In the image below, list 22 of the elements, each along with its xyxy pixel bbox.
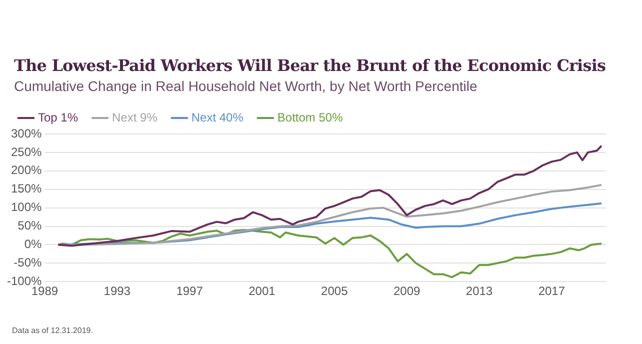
y-tick-label: 150% [10, 182, 42, 196]
y-tick-label: 200% [10, 163, 42, 178]
y-tick-label: 0% [24, 237, 42, 252]
x-tick-label: 2001 [248, 284, 276, 298]
legend-label: Next 9% [112, 110, 158, 124]
y-tick-label: 300% [10, 126, 42, 140]
x-tick-label: 1993 [104, 284, 131, 298]
x-tick-label: 1997 [176, 284, 204, 298]
y-tick-label: 250% [10, 144, 42, 159]
chart-title: The Lowest-Paid Workers Will Bear the Brunt of the Economic Crisis [14, 56, 606, 75]
x-tick-label: 2009 [393, 284, 420, 298]
x-tick-label: 2017 [538, 284, 566, 298]
y-tick-label: 50% [18, 218, 42, 233]
y-tick-label: -50% [14, 255, 42, 270]
x-tick-label: 2005 [321, 284, 348, 298]
legend-label: Bottom 50% [277, 110, 344, 124]
x-tick-label: 2013 [466, 284, 493, 298]
text: Data as of 12.31.2019. [12, 326, 93, 335]
chart-subtitle: Cumulative Change in Real Household Net Worth, by Net Worth Percentile [14, 78, 478, 94]
legend-label: Next 40% [191, 110, 244, 124]
legend-label: Top 1% [38, 110, 78, 124]
y-tick-label: 100% [10, 200, 42, 214]
